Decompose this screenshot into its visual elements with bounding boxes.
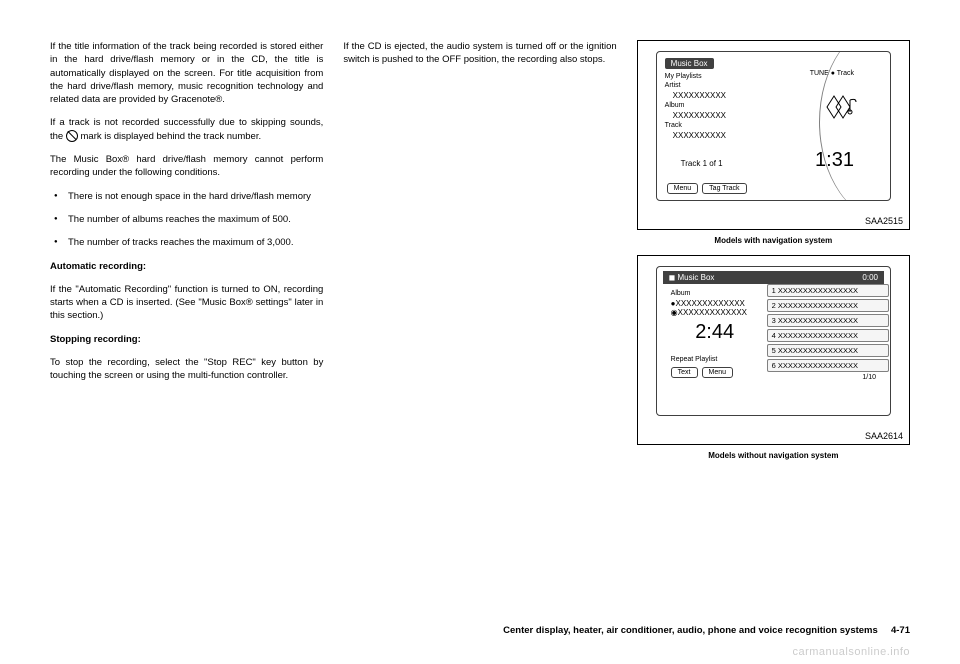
paragraph: To stop the recording, select the "Stop …: [50, 356, 323, 383]
pager: 1/10: [767, 374, 884, 381]
figure-caption: Models without navigation system: [637, 451, 910, 460]
text: XXXXXXXXXXXXX: [676, 299, 745, 308]
figure-box-2: ◼ Music Box 0:00 Album ●XXXXXXXXXXXXX ◉X…: [637, 255, 910, 445]
menu-button[interactable]: Menu: [667, 183, 699, 194]
text-fragment: mark is displayed behind the track numbe…: [81, 131, 262, 142]
page-number: 4-71: [891, 625, 910, 636]
track-row[interactable]: 4 XXXXXXXXXXXXXXXX: [767, 329, 890, 342]
text-button[interactable]: Text: [671, 367, 698, 378]
track-info: Track 1 of 1: [681, 159, 723, 168]
paragraph: If the "Automatic Recording" function is…: [50, 283, 323, 323]
column-middle: If the CD is ejected, the audio system i…: [343, 40, 616, 600]
track-row[interactable]: 6 XXXXXXXXXXXXXXXX: [767, 359, 890, 372]
prohibit-icon: [66, 130, 78, 142]
text: XXXXXXXXXXXXX: [678, 308, 747, 317]
bullet-item: The number of albums reaches the maximum…: [50, 213, 323, 226]
album-value: ●XXXXXXXXXXXXX: [671, 299, 763, 308]
figure-box-1: Music Box My Playlists Artist XXXXXXXXXX…: [637, 40, 910, 230]
screen-body: Album ●XXXXXXXXXXXXX ◉XXXXXXXXXXXXX 2:44…: [663, 284, 884, 394]
track-list: 1 XXXXXXXXXXXXXXXX 2 XXXXXXXXXXXXXXXX 3 …: [767, 284, 884, 394]
figure-caption: Models with navigation system: [637, 236, 910, 245]
screen-title: ◼ Music Box: [669, 273, 715, 282]
album-value: ◉XXXXXXXXXXXXX: [671, 308, 763, 317]
album-label: Album: [671, 290, 763, 297]
bullet-item: The number of tracks reaches the maximum…: [50, 236, 323, 249]
heading: Automatic recording:: [50, 260, 323, 273]
paragraph: The Music Box® hard drive/flash memory c…: [50, 153, 323, 180]
nav-screen: Music Box My Playlists Artist XXXXXXXXXX…: [656, 51, 891, 201]
column-left: If the title information of the track be…: [50, 40, 323, 600]
button-row: Menu Tag Track: [667, 183, 747, 194]
section-title: Center display, heater, air conditioner,…: [503, 625, 878, 636]
figure-code: SAA2515: [865, 216, 903, 226]
page-footer: Center display, heater, air conditioner,…: [50, 625, 910, 636]
paragraph: If a track is not recorded successfully …: [50, 116, 323, 143]
bullet-item: There is not enough space in the hard dr…: [50, 190, 323, 203]
paragraph: If the CD is ejected, the audio system i…: [343, 40, 616, 67]
watermark: carmanualsonline.info: [792, 646, 910, 658]
track-row[interactable]: 5 XXXXXXXXXXXXXXXX: [767, 344, 890, 357]
page-content: If the title information of the track be…: [0, 0, 960, 620]
clock: 0:00: [862, 273, 878, 282]
repeat-label: Repeat Playlist: [671, 356, 763, 363]
menu-button[interactable]: Menu: [702, 367, 734, 378]
column-right: Music Box My Playlists Artist XXXXXXXXXX…: [637, 40, 910, 600]
left-panel: Album ●XXXXXXXXXXXXX ◉XXXXXXXXXXXXX 2:44…: [663, 284, 767, 394]
track-row[interactable]: 3 XXXXXXXXXXXXXXXX: [767, 314, 890, 327]
track-row[interactable]: 2 XXXXXXXXXXXXXXXX: [767, 299, 890, 312]
paragraph: If the title information of the track be…: [50, 40, 323, 106]
music-box-icon: [826, 94, 860, 127]
non-nav-screen: ◼ Music Box 0:00 Album ●XXXXXXXXXXXXX ◉X…: [656, 266, 891, 416]
heading: Stopping recording:: [50, 333, 323, 346]
button-row: Text Menu: [671, 367, 763, 378]
track-row[interactable]: 1 XXXXXXXXXXXXXXXX: [767, 284, 890, 297]
figure-code: SAA2614: [865, 431, 903, 441]
screen-topbar: ◼ Music Box 0:00: [663, 271, 884, 284]
tag-track-button[interactable]: Tag Track: [702, 183, 746, 194]
elapsed-time: 2:44: [667, 321, 763, 344]
screen-title: Music Box: [665, 58, 714, 69]
